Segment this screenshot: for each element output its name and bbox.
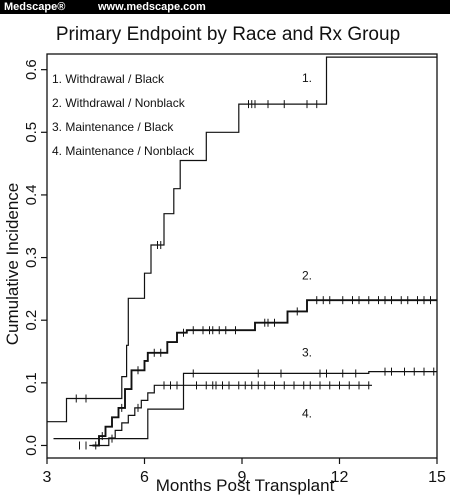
legend-entry: 2. Withdrawal / Nonblack [52,96,186,110]
y-tick-label: 0.3 [23,247,40,268]
legend-entry: 1. Withdrawal / Black [52,72,165,86]
x-tick-label: 9 [238,469,247,486]
y-axis-label: Cumulative Incidence [3,183,22,346]
legend-entry: 3. Maintenance / Black [52,120,174,134]
series-line [47,56,437,423]
x-tick-label: 12 [331,469,349,486]
x-tick-label: 15 [428,469,446,486]
chart: Primary Endpoint by Race and Rx Group 3 6… [3,24,446,495]
curve-label: 1. [302,71,312,85]
series-2: 2. [92,268,437,450]
legend-entry: 4. Maintenance / Nonblack [52,144,195,158]
axis-ticks: 3 6 9 12 15 0.0 0.1 0.2 0.3 0.4 0.5 0.6 [23,59,446,486]
curve-label: 2. [302,268,312,282]
brand-logo: Medscape® [4,1,66,13]
y-tick-label: 0.2 [23,310,40,331]
curve-label: 3. [302,346,312,360]
x-tick-label: 6 [140,469,149,486]
site-banner: Medscape® www.medscape.com [0,0,450,14]
x-tick-label: 3 [43,469,52,486]
series-3: 3. [53,346,437,443]
y-tick-label: 0.4 [23,185,40,206]
y-tick-label: 0.5 [23,122,40,143]
series-1: 1. [47,56,437,423]
curve-label: 4. [302,406,312,420]
y-tick-label: 0.1 [23,372,40,393]
plot-frame [46,53,438,459]
y-tick-label: 0.6 [23,59,40,80]
y-tick-label: 0.0 [23,435,40,456]
series-line [92,299,437,447]
chart-title: Primary Endpoint by Race and Rx Group [56,24,400,45]
legend: 1. Withdrawal / Black 2. Withdrawal / Non… [52,72,195,158]
curves: 1. 2. 3. 4. [47,56,437,450]
x-axis-label: Months Post Transplant [156,476,335,495]
series-line [53,371,437,440]
series-line [89,384,372,447]
site-url: www.medscape.com [98,1,206,13]
series-4: 4. [79,381,372,450]
